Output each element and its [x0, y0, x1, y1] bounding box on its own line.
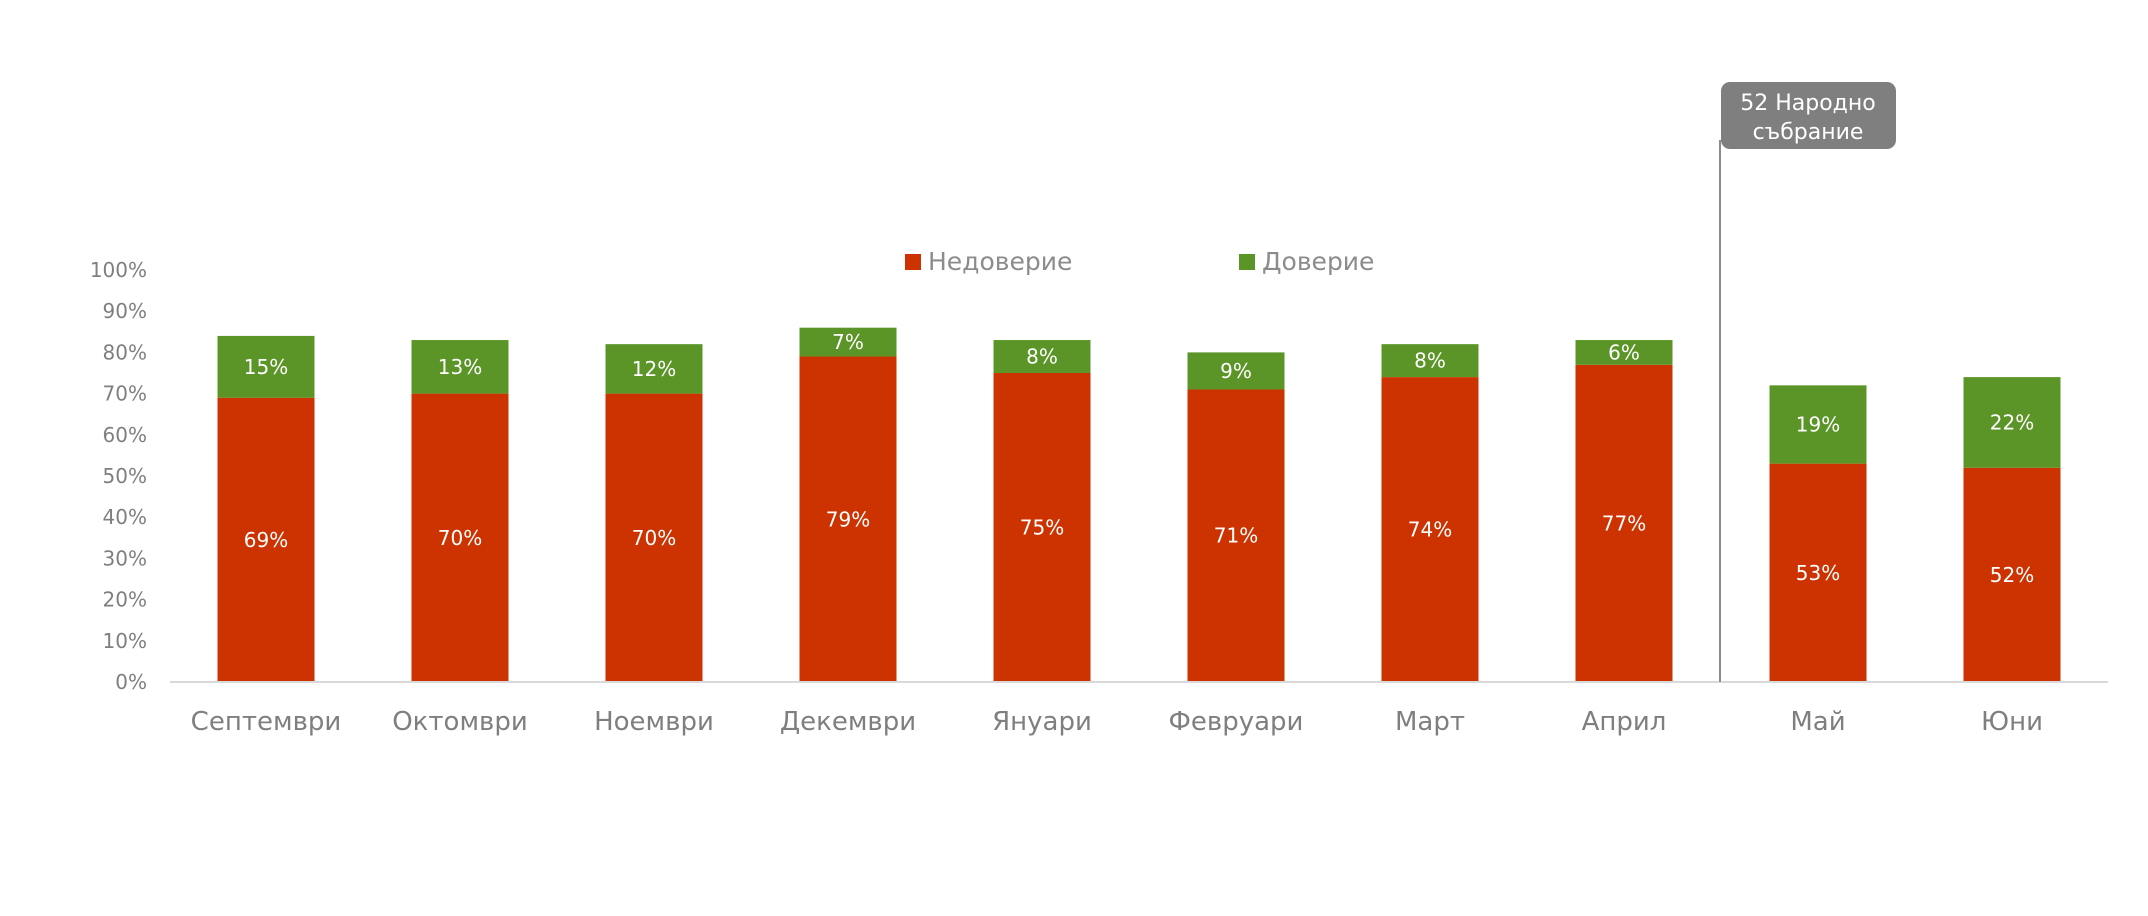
data-label: 52% [1990, 563, 2034, 587]
bar-group-февруари: 71% 9% [1187, 352, 1285, 682]
annotation-line-1: 52 Народно [1740, 91, 1876, 116]
data-label: 6% [1608, 340, 1640, 364]
bar-doverie [1769, 385, 1867, 464]
bar-group-март: 74% 8% [1381, 344, 1479, 682]
y-tick-label: 0% [115, 670, 147, 694]
bar-doverie [1381, 344, 1479, 378]
annotation: 52 Народно събрание [1719, 82, 1896, 682]
bar-nedoverie [799, 356, 897, 682]
legend-label-nedoverie: Недоверие [928, 247, 1072, 276]
y-tick-label: 30% [103, 546, 147, 570]
data-label: 77% [1602, 511, 1646, 535]
bar-nedoverie [1963, 467, 2061, 682]
data-label: 12% [632, 357, 676, 381]
bars: 69% 15% 70% 13% 70% 12% 79% 7% 75% 8% 71% 9% 74% 8% 77… [217, 327, 2061, 682]
x-category-label: Април [1582, 707, 1667, 737]
bar-group-април: 77% 6% [1575, 340, 1673, 682]
x-category-label: Март [1395, 707, 1465, 737]
legend-label-doverie: Доверие [1262, 247, 1374, 276]
data-label: 19% [1796, 413, 1840, 437]
data-label: 8% [1414, 349, 1446, 373]
legend-swatch-doverie [1239, 254, 1255, 270]
x-category-label: Януари [992, 707, 1092, 737]
data-label: 70% [632, 526, 676, 550]
data-label: 22% [1990, 410, 2034, 434]
bar-group-май: 53% 19% [1769, 385, 1867, 682]
x-category-label: Февруари [1169, 707, 1304, 737]
y-tick-label: 90% [103, 299, 147, 323]
bar-doverie [1187, 352, 1285, 390]
x-category-label: Май [1790, 707, 1845, 737]
bar-group-септември: 69% 15% [217, 335, 315, 682]
bar-nedoverie [217, 397, 315, 682]
data-label: 74% [1408, 518, 1452, 542]
bar-doverie [1575, 340, 1673, 365]
y-tick-label: 50% [103, 464, 147, 488]
bar-nedoverie [993, 373, 1091, 682]
y-tick-label: 100% [90, 258, 147, 282]
x-category-label: Ноември [594, 707, 714, 737]
bar-doverie [993, 340, 1091, 373]
bar-nedoverie [1769, 463, 1867, 682]
bar-group-октомври: 70% 13% [411, 340, 509, 682]
data-label: 13% [438, 355, 482, 379]
y-tick-label: 40% [103, 505, 147, 529]
annotation-line-2: събрание [1753, 120, 1864, 145]
bar-group-ноември: 70% 12% [605, 344, 703, 682]
bar-group-януари: 75% 8% [993, 340, 1091, 682]
bar-group-юни: 52% 22% [1963, 377, 2061, 682]
bar-nedoverie [1381, 377, 1479, 682]
bar-nedoverie [411, 393, 509, 682]
bar-doverie [605, 344, 703, 394]
y-axis: 0% 10% 20% 30% 40% 50% 60% 70% 80% 90% 100% [90, 258, 147, 694]
data-label: 53% [1796, 561, 1840, 585]
data-label: 69% [244, 528, 288, 552]
legend-swatch-nedoverie [905, 254, 921, 270]
bar-nedoverie [1575, 364, 1673, 682]
x-category-label: Септември [191, 707, 342, 737]
x-category-label: Октомври [392, 707, 528, 737]
data-label: 9% [1220, 359, 1252, 383]
bar-nedoverie [1187, 389, 1285, 682]
bar-doverie [1963, 377, 2061, 468]
y-tick-label: 20% [103, 588, 147, 612]
y-tick-label: 70% [103, 382, 147, 406]
y-tick-label: 60% [103, 423, 147, 447]
data-label: 7% [832, 330, 864, 354]
y-tick-label: 80% [103, 340, 147, 364]
legend: Недоверие Доверие [905, 247, 1374, 276]
data-label: 75% [1020, 516, 1064, 540]
data-label: 79% [826, 507, 870, 531]
data-label: 15% [244, 355, 288, 379]
y-tick-label: 10% [103, 629, 147, 653]
data-label: 8% [1026, 345, 1058, 369]
bar-doverie [411, 340, 509, 394]
x-category-label: Юни [1981, 707, 2043, 737]
data-label: 70% [438, 526, 482, 550]
bar-doverie [799, 327, 897, 357]
bar-doverie [217, 335, 315, 398]
data-label: 71% [1214, 524, 1258, 548]
x-category-label: Декември [780, 707, 916, 737]
bar-nedoverie [605, 393, 703, 682]
x-axis: Септември Октомври Ноември Декември Януари Фе… [170, 681, 2108, 737]
bar-group-декември: 79% 7% [799, 327, 897, 682]
annotation-box [1721, 82, 1896, 149]
